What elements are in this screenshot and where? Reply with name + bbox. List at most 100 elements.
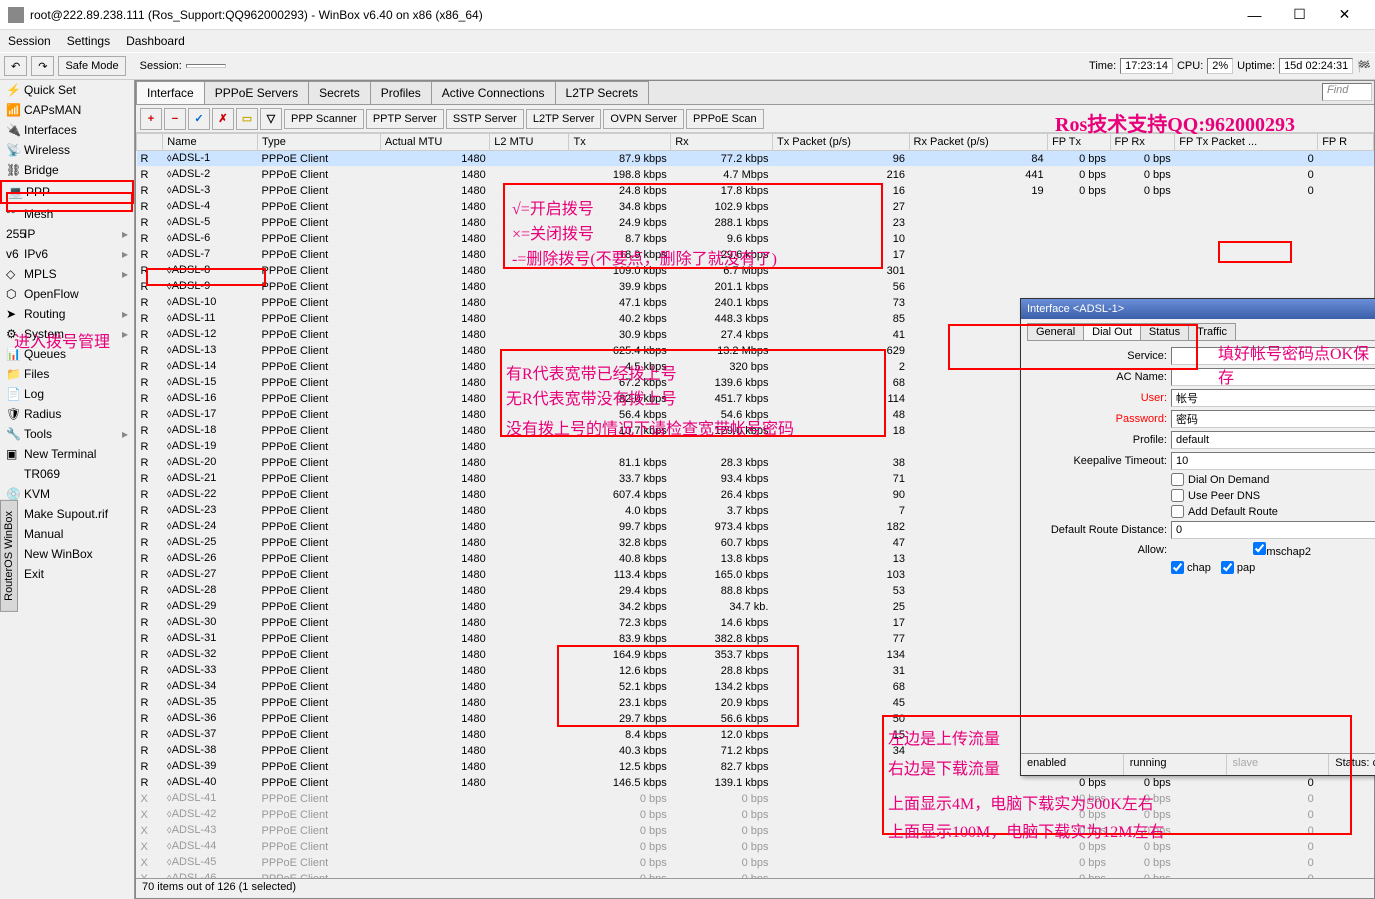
find-input[interactable]: Find <box>1322 83 1372 101</box>
session-field[interactable] <box>186 64 226 68</box>
column-header[interactable]: Rx <box>671 134 773 151</box>
tab-secrets[interactable]: Secrets <box>308 81 371 104</box>
dialog-titlebar[interactable]: Interface <ADSL-1> ▫ ✕ <box>1021 299 1375 319</box>
column-header[interactable]: Rx Packet (p/s) <box>909 134 1048 151</box>
pptp-server-button[interactable]: PPTP Server <box>366 109 444 129</box>
undo-button[interactable]: ↶ <box>4 56 27 76</box>
password-input[interactable] <box>1171 410 1375 428</box>
sidebar-item-wireless[interactable]: 📡Wireless <box>0 140 134 160</box>
keepalive-input[interactable] <box>1171 452 1375 470</box>
acname-input[interactable] <box>1171 368 1375 386</box>
dial-on-demand-check[interactable] <box>1171 473 1184 486</box>
sidebar-item-tools[interactable]: 🔧Tools▸ <box>0 424 134 444</box>
table-row[interactable]: X⬨ADSL-42PPPoE Client0 bps0 bps0 bps0 bp… <box>137 807 1374 823</box>
column-header[interactable]: Type <box>258 134 381 151</box>
sidebar-item-system[interactable]: ⚙System▸ <box>0 324 134 344</box>
sidebar-item-ppp[interactable]: 💻PPP <box>0 180 134 204</box>
filter-button[interactable]: ▽ <box>260 108 282 130</box>
l2tp-server-button[interactable]: L2TP Server <box>526 109 602 129</box>
column-header[interactable]: FP Tx <box>1048 134 1110 151</box>
tab-profiles[interactable]: Profiles <box>370 81 432 104</box>
pap-check[interactable] <box>1221 561 1234 574</box>
user-input[interactable] <box>1171 389 1375 407</box>
maximize-button[interactable]: ☐ <box>1277 1 1322 29</box>
table-row[interactable]: R⬨ADSL-3PPPoE Client148024.8 kbps17.8 kb… <box>137 183 1374 199</box>
sidebar-item-openflow[interactable]: ⬡OpenFlow <box>0 284 134 304</box>
ppp-scanner-button[interactable]: PPP Scanner <box>284 109 364 129</box>
table-row[interactable]: R⬨ADSL-1PPPoE Client148087.9 kbps77.2 kb… <box>137 151 1374 167</box>
route-dist-input[interactable] <box>1171 521 1375 539</box>
table-row[interactable]: R⬨ADSL-8PPPoE Client1480109.0 kbps6.7 Mb… <box>137 263 1374 279</box>
pppoe-scan-button[interactable]: PPPoE Scan <box>686 109 764 129</box>
add-button[interactable]: + <box>140 108 162 130</box>
sidebar-item-new-terminal[interactable]: ▣New Terminal <box>0 444 134 464</box>
sidebar-item-interfaces[interactable]: 🔌Interfaces <box>0 120 134 140</box>
table-row[interactable]: R⬨ADSL-5PPPoE Client148024.9 kbps288.1 k… <box>137 215 1374 231</box>
sidebar-item-capsman[interactable]: 📶CAPsMAN <box>0 100 134 120</box>
table-row[interactable]: X⬨ADSL-44PPPoE Client0 bps0 bps0 bps0 bp… <box>137 839 1374 855</box>
sidebar-item-make-supout.rif[interactable]: ◈Make Supout.rif <box>0 504 134 524</box>
tab-active-connections[interactable]: Active Connections <box>431 81 556 104</box>
sidebar-item-queues[interactable]: 📊Queues <box>0 344 134 364</box>
safe-mode-button[interactable]: Safe Mode <box>58 56 125 76</box>
sidebar-item-exit[interactable]: ⏻Exit <box>0 564 134 584</box>
close-button[interactable]: ✕ <box>1322 1 1367 29</box>
column-header[interactable]: L2 MTU <box>490 134 569 151</box>
minimize-button[interactable]: — <box>1232 1 1277 29</box>
table-row[interactable]: R⬨ADSL-9PPPoE Client148039.9 kbps201.1 k… <box>137 279 1374 295</box>
tab-l2tp-secrets[interactable]: L2TP Secrets <box>555 81 649 104</box>
sidebar-item-new-winbox[interactable]: ●New WinBox <box>0 544 134 564</box>
routeros-tab[interactable]: RouterOS WinBox <box>0 500 18 612</box>
sidebar-item-manual[interactable]: ❓Manual <box>0 524 134 544</box>
table-row[interactable]: X⬨ADSL-43PPPoE Client0 bps0 bps0 bps0 bp… <box>137 823 1374 839</box>
dialog-tab-status[interactable]: Status <box>1140 323 1189 340</box>
sidebar-item-ip[interactable]: 255IP▸ <box>0 224 134 244</box>
table-row[interactable]: R⬨ADSL-4PPPoE Client148034.8 kbps102.9 k… <box>137 199 1374 215</box>
tab-interface[interactable]: Interface <box>136 81 205 104</box>
column-header[interactable]: Tx Packet (p/s) <box>772 134 909 151</box>
dialog-tab-dial-out[interactable]: Dial Out <box>1083 323 1141 340</box>
column-header[interactable]: FP R <box>1318 134 1374 151</box>
service-input[interactable] <box>1171 347 1375 365</box>
column-header[interactable]: Actual MTU <box>380 134 489 151</box>
column-header[interactable]: Name <box>163 134 258 151</box>
sidebar-item-mpls[interactable]: ◇MPLS▸ <box>0 264 134 284</box>
column-header[interactable]: FP Rx <box>1110 134 1175 151</box>
ovpn-server-button[interactable]: OVPN Server <box>603 109 684 129</box>
table-row[interactable]: R⬨ADSL-40PPPoE Client1480146.5 kbps139.1… <box>137 775 1374 791</box>
tab-pppoe-servers[interactable]: PPPoE Servers <box>204 81 309 104</box>
table-row[interactable]: X⬨ADSL-46PPPoE Client0 bps0 bps0 bps0 bp… <box>137 871 1374 879</box>
table-row[interactable]: X⬨ADSL-45PPPoE Client0 bps0 bps0 bps0 bp… <box>137 855 1374 871</box>
sidebar-item-tr069[interactable]: TR069 <box>0 464 134 484</box>
enable-button[interactable]: ✓ <box>188 108 210 130</box>
sidebar-item-routing[interactable]: ➤Routing▸ <box>0 304 134 324</box>
sidebar-item-mesh[interactable]: °°Mesh <box>0 204 134 224</box>
sidebar-item-ipv6[interactable]: v6IPv6▸ <box>0 244 134 264</box>
mschap2-check[interactable] <box>1253 542 1266 555</box>
column-header[interactable]: FP Tx Packet ... <box>1175 134 1318 151</box>
table-row[interactable]: R⬨ADSL-2PPPoE Client1480198.8 kbps4.7 Mb… <box>137 167 1374 183</box>
dialog-tab-traffic[interactable]: Traffic <box>1188 323 1236 340</box>
peer-dns-check[interactable] <box>1171 489 1184 502</box>
sidebar-item-log[interactable]: 📄Log <box>0 384 134 404</box>
menu-settings[interactable]: Settings <box>67 34 110 48</box>
sidebar-item-radius[interactable]: 🛡Radius <box>0 404 134 424</box>
table-row[interactable]: R⬨ADSL-7PPPoE Client148018.9 kbps29.6 kb… <box>137 247 1374 263</box>
sidebar-item-files[interactable]: 📁Files <box>0 364 134 384</box>
column-header[interactable] <box>137 134 163 151</box>
table-row[interactable]: X⬨ADSL-41PPPoE Client0 bps0 bps0 bps0 bp… <box>137 791 1374 807</box>
dialog-tab-general[interactable]: General <box>1027 323 1084 340</box>
table-row[interactable]: R⬨ADSL-6PPPoE Client14808.7 kbps9.6 kbps… <box>137 231 1374 247</box>
redo-button[interactable]: ↷ <box>31 56 54 76</box>
remove-button[interactable]: − <box>164 108 186 130</box>
menu-session[interactable]: Session <box>8 34 51 48</box>
column-header[interactable]: Tx <box>569 134 671 151</box>
comment-button[interactable]: ▭ <box>236 108 258 130</box>
menu-dashboard[interactable]: Dashboard <box>126 34 185 48</box>
sidebar-item-kvm[interactable]: 💿KVM <box>0 484 134 504</box>
default-route-check[interactable] <box>1171 505 1184 518</box>
sidebar-item-quick-set[interactable]: ⚡Quick Set <box>0 80 134 100</box>
profile-input[interactable] <box>1171 431 1375 449</box>
disable-button[interactable]: ✗ <box>212 108 234 130</box>
sstp-server-button[interactable]: SSTP Server <box>446 109 524 129</box>
